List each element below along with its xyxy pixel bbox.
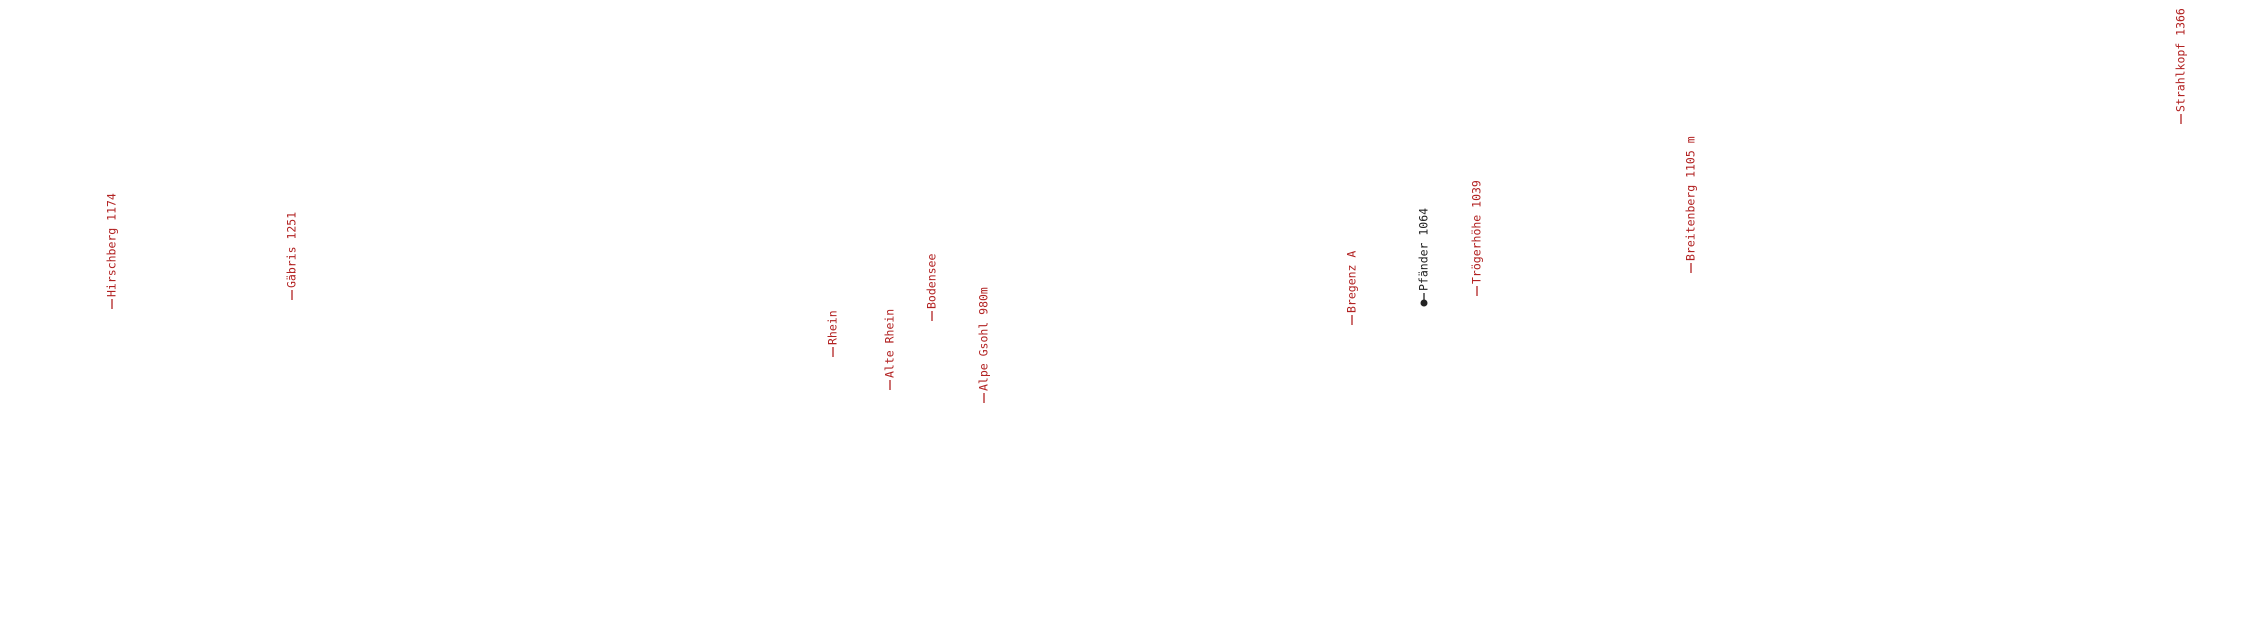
label-text: Bregenz A [1345,251,1359,313]
label-text: Alpe Gsohl 980m [977,287,991,391]
peak-label: Hirschberg 1174 [105,193,119,309]
place-label: Bodensee [925,254,939,321]
peak-label: Alpe Gsohl 980m [977,287,991,403]
place-label: Bregenz A [1345,251,1359,325]
peak-label: Trögerhöhe 1039 [1470,180,1484,296]
label-text: Rhein [826,310,840,345]
peak-label: Strahlkopf 1366 [2174,8,2188,124]
place-label: Rhein [826,310,840,357]
label-text: Pfänder 1064 [1417,208,1431,291]
label-text: Bodensee [925,254,939,309]
label-text: Alte Rhein [883,309,897,378]
label-text: Breitenberg 1105 m [1684,136,1698,261]
peak-label: Gäbris 1251 [285,212,299,300]
peak-label: Breitenberg 1105 m [1684,136,1698,273]
place-label: Alte Rhein [883,309,897,390]
label-text: Trögerhöhe 1039 [1470,180,1484,284]
viewpoint-label: Pfänder 1064 [1417,208,1431,307]
label-text: Hirschberg 1174 [105,193,119,297]
label-text: Strahlkopf 1366 [2174,8,2188,112]
label-text: Gäbris 1251 [285,212,299,288]
